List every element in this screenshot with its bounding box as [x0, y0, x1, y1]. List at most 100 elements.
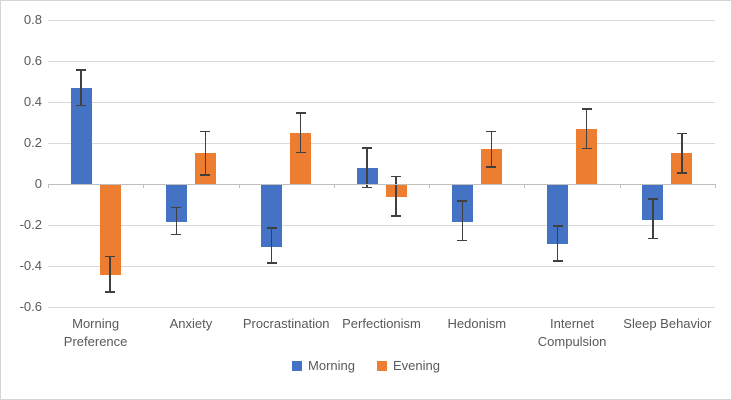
x-axis-category-label: Procrastination	[242, 316, 330, 331]
error-bar-bottom-cap	[486, 166, 497, 168]
x-axis-tick	[333, 184, 335, 188]
y-axis-tick-label: -0.2	[19, 217, 42, 232]
error-bar	[295, 112, 306, 154]
error-bar	[76, 69, 87, 107]
error-bar-top-cap	[200, 130, 211, 133]
error-bar	[552, 225, 563, 262]
bar-morning-0	[70, 87, 92, 184]
error-bar-top-cap	[295, 112, 306, 114]
error-bar-bottom-cap	[457, 239, 468, 242]
error-bar-bottom-cap	[105, 291, 116, 293]
error-bar-bottom-cap	[676, 172, 687, 174]
x-axis-tick	[143, 184, 145, 188]
legend-label-evening: Evening	[392, 358, 440, 373]
legend-swatch-morning	[292, 361, 303, 371]
error-bar-top-cap	[76, 69, 87, 71]
error-bar-bottom-cap	[581, 147, 592, 150]
gridline	[48, 307, 715, 308]
error-bar-line	[109, 255, 111, 293]
error-bar-line	[366, 147, 368, 189]
bar-morning-1	[165, 185, 187, 222]
x-axis-tick	[238, 184, 240, 188]
error-bar-top-cap	[266, 227, 277, 229]
error-bar	[105, 255, 116, 293]
error-bar-top-cap	[676, 132, 687, 135]
error-bar-line	[175, 206, 178, 236]
error-bar-line	[490, 130, 493, 168]
error-bar-bottom-cap	[200, 174, 211, 176]
gridline	[48, 61, 715, 62]
error-bar-top-cap	[362, 147, 372, 149]
bar-evening-2	[290, 132, 312, 185]
x-axis-category-label: Sleep Behavior	[623, 316, 712, 331]
y-axis-tick-label: -0.6	[19, 299, 42, 314]
error-bar-line	[585, 108, 588, 150]
x-axis-tick	[524, 184, 526, 188]
y-axis-tick-label: 0.2	[23, 135, 42, 150]
error-bar-top-cap	[171, 206, 182, 209]
error-bar-line	[556, 225, 559, 262]
gridline	[48, 20, 715, 21]
y-axis-tick-label: 0	[34, 176, 42, 191]
x-axis-category-label: Perfectionism	[342, 316, 421, 331]
error-bar-bottom-cap	[391, 215, 401, 217]
error-bar	[200, 130, 211, 176]
bar-morning-5	[547, 185, 569, 245]
error-bar-top-cap	[391, 175, 401, 178]
error-bar	[391, 175, 401, 217]
error-bar-line	[270, 227, 273, 264]
x-axis-category-label: Internet Compulsion	[537, 316, 607, 349]
error-bar-bottom-cap	[171, 233, 182, 236]
error-bar-bottom-cap	[362, 186, 372, 189]
x-axis-tick	[429, 184, 431, 188]
error-bar-line	[204, 130, 207, 176]
legend-swatch-evening	[376, 361, 387, 371]
error-bar-line	[461, 200, 464, 242]
bar-morning-2	[261, 185, 283, 247]
bar-evening-0	[99, 185, 121, 276]
error-bar-line	[681, 132, 683, 174]
x-axis-category-label: Hedonism	[447, 316, 507, 331]
error-bar-bottom-cap	[266, 262, 277, 264]
error-bar-line	[80, 69, 82, 107]
y-axis-tick-label: 0.4	[23, 94, 42, 109]
error-bar-line	[652, 198, 654, 240]
x-axis-tick	[715, 184, 716, 188]
error-bar-line	[299, 112, 302, 154]
legend-item-evening: Evening	[376, 358, 440, 373]
error-bar	[647, 198, 658, 240]
error-bar-bottom-cap	[552, 260, 563, 262]
y-axis-tick-label: -0.4	[19, 258, 42, 273]
x-axis-line	[48, 184, 715, 185]
error-bar-bottom-cap	[295, 151, 306, 154]
x-axis-tick	[48, 184, 49, 188]
legend: Morning Evening	[1, 359, 731, 373]
legend-label-morning: Morning	[308, 358, 355, 373]
error-bar	[266, 227, 277, 264]
legend-item-morning: Morning	[292, 359, 355, 373]
error-bar	[676, 132, 687, 174]
y-axis-tick-label: 0.6	[23, 53, 42, 68]
error-bar	[362, 147, 372, 189]
error-bar-bottom-cap	[647, 237, 658, 240]
error-bar	[486, 130, 497, 168]
bar-evening-5	[576, 128, 598, 185]
error-bar-line	[395, 175, 397, 217]
error-bar-top-cap	[647, 198, 658, 200]
error-bar	[171, 206, 182, 236]
error-bar-top-cap	[552, 225, 563, 227]
error-bar-top-cap	[457, 200, 468, 202]
y-axis-tick-label: 0.8	[23, 12, 42, 27]
error-bar-top-cap	[486, 130, 497, 133]
x-axis-category-label: Anxiety	[169, 316, 213, 331]
gridline	[48, 225, 715, 226]
gridline	[48, 102, 715, 103]
gridline	[48, 266, 715, 267]
error-bar	[457, 200, 468, 242]
x-axis-category-label: Morning Preference	[63, 316, 128, 349]
error-bar	[581, 108, 592, 150]
x-axis-tick	[619, 184, 621, 188]
gridline	[48, 143, 715, 144]
